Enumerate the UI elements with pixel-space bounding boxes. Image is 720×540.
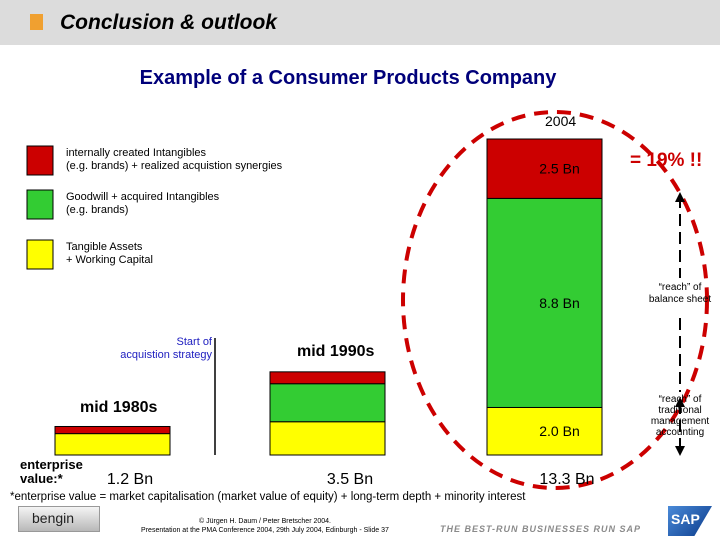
- legend-label: Tangible Assets + Working Capital: [66, 241, 153, 267]
- legend-label: Goodwill + acquired Intangibles (e.g. br…: [66, 191, 220, 217]
- highlight-circle: [401, 110, 709, 490]
- value-label: 2.5 Bn: [539, 161, 579, 177]
- bar-segment: [486, 406, 603, 456]
- category-label: mid 1990s: [297, 343, 374, 360]
- bar-segment: [269, 421, 386, 456]
- arrowhead: [675, 397, 685, 407]
- value-label: 8.8 Bn: [539, 295, 579, 311]
- title: Conclusion & outlook: [60, 11, 277, 34]
- legend-swatch: [26, 189, 54, 220]
- tagline: THE BEST-RUN BUSINESSES RUN SAP: [440, 524, 642, 534]
- annotation: “reach” of balance sheet: [648, 282, 712, 305]
- bar-segment: [486, 197, 603, 408]
- header-band: [0, 0, 720, 45]
- copyright: Presentation at the PMA Conference 2004,…: [141, 527, 389, 534]
- legend-swatch: [26, 239, 54, 270]
- arrowhead: [675, 446, 685, 456]
- subtitle: Example of a Consumer Products Company: [139, 67, 557, 89]
- logo: bengin: [32, 510, 75, 526]
- category-label: 2004: [545, 113, 576, 129]
- bar-segment: [54, 425, 171, 435]
- value-label: 2.0 Bn: [539, 423, 579, 439]
- bar-segment: [269, 371, 386, 385]
- logo-box: [18, 506, 100, 532]
- total-axis-label: enterprise value:*: [20, 457, 83, 487]
- annotation: = 19% !!: [630, 150, 703, 171]
- annotation: Start of acquistion strategy: [120, 336, 212, 362]
- brand: SAP: [671, 511, 700, 527]
- total-label: 1.2 Bn: [107, 471, 153, 488]
- bar-segment: [486, 138, 603, 199]
- bar-segment: [54, 433, 171, 456]
- annotation: “reach” of traditional management accoun…: [650, 394, 710, 438]
- bar-segment: [269, 383, 386, 423]
- legend-label: internally created Intangibles (e.g. bra…: [66, 147, 283, 173]
- header-marker: [30, 14, 43, 30]
- arrowhead: [675, 192, 685, 202]
- total-label: 3.5 Bn: [327, 471, 373, 488]
- total-label: 13.3 Bn: [539, 471, 594, 488]
- legend-swatch: [26, 145, 54, 176]
- category-label: mid 1980s: [80, 399, 157, 416]
- footnote: *enterprise value = market capitalisatio…: [10, 491, 526, 503]
- copyright: © Jürgen H. Daum / Peter Bretscher 2004.: [199, 518, 331, 525]
